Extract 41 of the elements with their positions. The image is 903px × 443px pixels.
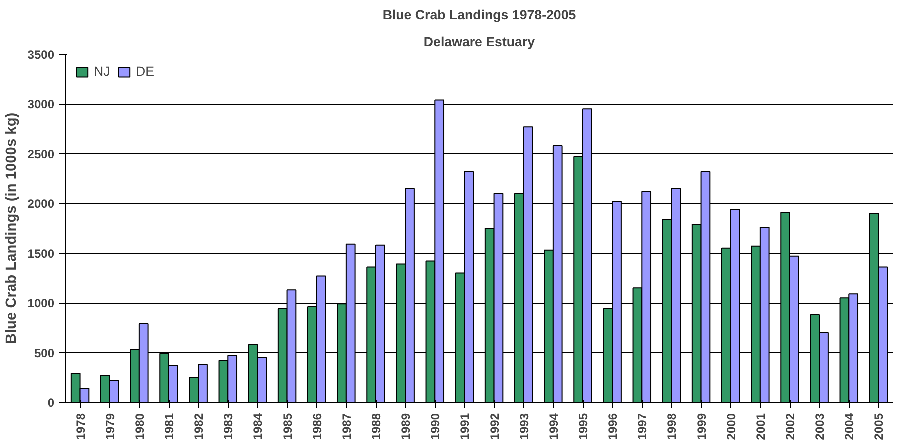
x-tick-label: 1995: [576, 413, 590, 440]
x-tick-label: 2005: [872, 413, 886, 440]
x-tick-label: 1988: [370, 413, 384, 440]
x-tick-label: 1980: [132, 413, 147, 440]
x-tick-label: 1997: [636, 413, 650, 440]
x-tick-label: 2004: [842, 413, 857, 440]
x-tick-label: 1983: [222, 413, 236, 440]
x-tick-label: 1985: [280, 413, 295, 440]
legend-label: DE: [136, 64, 156, 79]
y-tick-label: 2500: [28, 147, 55, 162]
y-tick-label: 3500: [28, 48, 55, 62]
x-tick-label: 1979: [103, 413, 118, 440]
y-tick-label: 1500: [28, 246, 55, 261]
y-tick-label: 500: [34, 346, 55, 360]
x-tick-label: 1984: [251, 413, 266, 440]
x-tick-label: 2002: [784, 413, 798, 440]
x-tick-label: 2003: [813, 413, 828, 440]
x-tick-label: 1981: [162, 413, 176, 440]
y-tick-label: 3000: [28, 98, 55, 112]
x-tick-label: 1978: [74, 413, 88, 440]
x-tick-label: 1998: [665, 413, 680, 440]
y-tick-label: 2000: [28, 197, 55, 212]
x-tick-label: 2000: [724, 413, 738, 440]
chart-subtitle: Delaware Estuary: [424, 34, 536, 50]
chart-title: Blue Crab Landings 1978-2005: [382, 8, 577, 22]
x-tick-label: 1990: [428, 413, 443, 440]
y-tick-label: 0: [48, 396, 55, 410]
y-tick-label: 1000: [28, 296, 55, 311]
x-tick-label: 1986: [310, 413, 324, 440]
x-tick-label: 1991: [458, 413, 472, 440]
x-tick-label: 1989: [399, 413, 414, 440]
x-tick-label: 1993: [517, 413, 532, 440]
x-tick-label: 1996: [606, 413, 620, 440]
x-tick-label: 1982: [192, 413, 206, 440]
x-tick-label: 2001: [754, 413, 768, 440]
legend-label: NJ: [94, 64, 112, 79]
x-tick-label: 1999: [694, 413, 709, 440]
y-axis-title: Blue Crab Landings (in 1000s kg): [4, 112, 20, 344]
x-tick-label: 1994: [546, 413, 561, 440]
x-tick-label: 1992: [488, 413, 502, 440]
x-tick-label: 1987: [340, 413, 354, 440]
